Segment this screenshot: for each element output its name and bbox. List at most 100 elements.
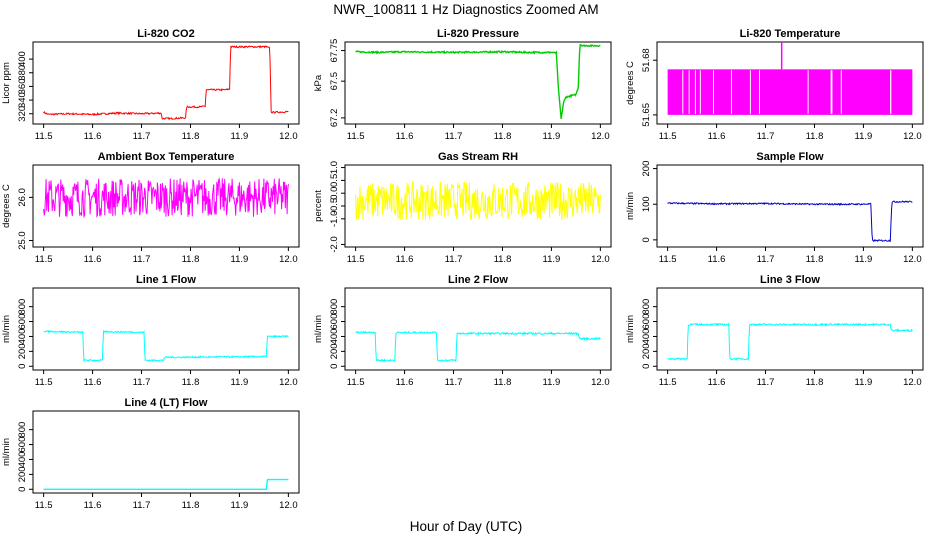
x-tick-label: 11.8 xyxy=(182,500,200,511)
x-tick-label: 12.0 xyxy=(279,254,298,265)
y-tick-label: 0 xyxy=(17,487,28,492)
data-line xyxy=(43,478,289,490)
x-tick-label: 11.9 xyxy=(543,131,561,142)
x-tick-label: 12.0 xyxy=(903,254,922,265)
y-tick-label: 25.0 xyxy=(17,231,28,250)
plot-frame xyxy=(32,41,300,125)
panel-title: Li-820 Pressure xyxy=(437,28,519,40)
y-tick-label: 100 xyxy=(641,196,652,212)
data-line xyxy=(355,181,601,221)
y-tick-label: 200 xyxy=(329,343,340,359)
x-tick-label: 11.5 xyxy=(35,500,53,511)
x-tick-label: 11.6 xyxy=(708,131,726,142)
panel-title: Ambient Box Temperature xyxy=(98,151,235,163)
x-tick-label: 11.8 xyxy=(806,254,824,265)
y-tick-label: 400 xyxy=(641,329,652,345)
y-axis-label: Licor ppm xyxy=(1,62,12,104)
y-tick-label: 67.2 xyxy=(329,109,340,128)
x-tick-label: 11.6 xyxy=(396,377,414,388)
chart-panel: Sample Flow ml/min 11.5 11.6 11.7 11.8 11.9 12.… xyxy=(625,151,924,265)
y-tick-label: 400 xyxy=(329,329,340,345)
plot-frame xyxy=(656,287,924,371)
chart-panel: Line 2 Flow ml/min 11.5 11.6 11.7 11.8 11.9 12.… xyxy=(313,274,612,388)
chart-panel: Line 3 Flow ml/min 11.5 11.6 11.7 11.8 11.9 12.… xyxy=(625,274,924,388)
data-line xyxy=(43,177,289,219)
y-tick-label: -0.5 xyxy=(329,198,340,214)
x-tick-label: 11.5 xyxy=(659,377,677,388)
y-tick-label: 800 xyxy=(17,422,28,438)
panel-title: Line 3 Flow xyxy=(760,274,820,286)
plot-frame xyxy=(344,287,612,371)
y-tick-label: 0 xyxy=(329,364,340,369)
y-tick-label: 200 xyxy=(641,343,652,359)
panel-title: Line 1 Flow xyxy=(136,274,196,286)
x-tick-label: 11.5 xyxy=(659,254,677,265)
x-tick-label: 11.5 xyxy=(35,131,53,142)
y-tick-label: -1.0 xyxy=(329,211,340,227)
y-tick-label: 200 xyxy=(17,343,28,359)
panel-title: Sample Flow xyxy=(756,151,824,163)
y-tick-label: 200 xyxy=(641,161,652,177)
x-tick-label: 11.6 xyxy=(396,131,414,142)
x-tick-label: 11.7 xyxy=(445,377,463,388)
x-tick-label: 11.6 xyxy=(396,254,414,265)
y-tick-label: 26.0 xyxy=(17,188,28,207)
x-tick-label: 11.5 xyxy=(35,254,53,265)
x-tick-label: 11.6 xyxy=(84,500,102,511)
x-tick-label: 11.9 xyxy=(231,377,249,388)
plot-frame xyxy=(344,41,612,125)
y-axis-label: ml/min xyxy=(625,192,636,220)
x-tick-label: 11.5 xyxy=(35,377,53,388)
x-tick-label: 12.0 xyxy=(903,377,922,388)
y-tick-label: 200 xyxy=(17,466,28,482)
x-tick-label: 11.9 xyxy=(231,254,249,265)
x-tick-label: 11.8 xyxy=(806,131,824,142)
x-tick-label: 11.7 xyxy=(133,254,151,265)
x-tick-label: 11.7 xyxy=(133,131,151,142)
x-tick-label: 11.6 xyxy=(708,254,726,265)
x-tick-label: 12.0 xyxy=(591,131,610,142)
data-line xyxy=(355,330,601,363)
plot-frame xyxy=(32,164,300,248)
x-tick-label: 11.7 xyxy=(445,254,463,265)
x-tick-label: 11.8 xyxy=(494,131,512,142)
y-tick-label: 360 xyxy=(17,78,28,94)
y-tick-label: 400 xyxy=(17,51,28,67)
y-tick-label: 400 xyxy=(17,329,28,345)
x-tick-label: 11.8 xyxy=(182,131,200,142)
x-tick-label: 11.5 xyxy=(347,254,365,265)
y-axis-label: ml/min xyxy=(313,315,324,343)
y-tick-label: 600 xyxy=(329,314,340,330)
x-tick-label: 11.7 xyxy=(133,377,151,388)
y-tick-label: 0.5 xyxy=(329,174,340,187)
chart-panel: Li-820 CO2 Licor ppm 11.5 11.6 11.7 11.8 11.9 1… xyxy=(1,28,300,142)
y-tick-label: -2.0 xyxy=(329,236,340,252)
x-tick-label: 11.6 xyxy=(708,377,726,388)
y-tick-label: 67.5 xyxy=(329,72,340,91)
plot-frame xyxy=(32,410,300,494)
y-tick-label: 800 xyxy=(17,299,28,315)
x-tick-label: 11.8 xyxy=(494,254,512,265)
data-line xyxy=(43,329,289,363)
data-band xyxy=(667,69,913,115)
y-tick-label: 600 xyxy=(17,437,28,453)
y-tick-label: 800 xyxy=(329,299,340,315)
panel-title: Line 2 Flow xyxy=(448,274,508,286)
data-line xyxy=(667,200,913,243)
x-tick-label: 11.7 xyxy=(445,131,463,142)
x-tick-label: 11.7 xyxy=(133,500,151,511)
chart-panel: Line 4 (LT) Flow ml/min 11.5 11.6 11.7 11.8 11… xyxy=(1,397,300,511)
plot-frame xyxy=(32,287,300,371)
x-tick-label: 11.9 xyxy=(855,377,873,388)
y-axis-label: ml/min xyxy=(1,315,12,343)
x-axis-title: Hour of Day (UTC) xyxy=(410,519,523,534)
y-axis-label: ml/min xyxy=(625,315,636,343)
x-tick-label: 11.8 xyxy=(182,377,200,388)
x-tick-label: 12.0 xyxy=(279,131,298,142)
y-tick-label: 0 xyxy=(641,364,652,369)
chart-panel: Li-820 Temperature degrees C 11.5 11.6 11.7 1… xyxy=(625,28,924,142)
y-tick-label: 67.75 xyxy=(329,39,340,63)
y-tick-label: 0 xyxy=(641,237,652,242)
x-tick-label: 11.9 xyxy=(543,254,561,265)
